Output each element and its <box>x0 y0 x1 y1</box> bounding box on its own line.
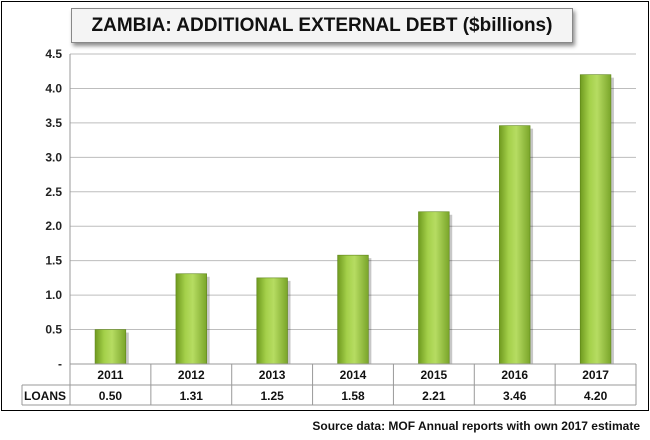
data-label: 0.50 <box>99 389 123 403</box>
data-label: 1.58 <box>341 389 365 403</box>
bar-2013 <box>256 277 288 365</box>
y-tick-label: 4.5 <box>45 47 62 61</box>
chart-title: ZAMBIA: ADDITIONAL EXTERNAL DEBT ($billi… <box>91 15 553 36</box>
y-tick-label: 1.5 <box>45 254 62 268</box>
bar-2011 <box>94 329 127 365</box>
data-label: 1.25 <box>260 389 284 403</box>
x-tick-label: 2015 <box>421 368 448 382</box>
bar-2017 <box>579 74 612 365</box>
y-tick-label: 2.0 <box>45 219 62 233</box>
data-label: 4.20 <box>584 389 608 403</box>
y-tick-label: 0.5 <box>45 323 62 337</box>
x-tick-label: 2011 <box>97 368 123 382</box>
y-tick-label: - <box>58 357 62 371</box>
data-table: 2011 2012 2013 2014 2015 2016 2017 LOANS 0.50 1.3… <box>21 363 637 406</box>
data-label: 3.46 <box>503 389 527 403</box>
data-label: 2.21 <box>422 389 446 403</box>
y-tick-label: 4.0 <box>45 81 62 95</box>
x-tick-label: 2017 <box>582 368 609 382</box>
x-tick-label: 2016 <box>501 368 528 382</box>
series-label: LOANS <box>24 389 66 403</box>
bar-2015 <box>418 211 450 365</box>
y-tick-label: 3.0 <box>45 150 62 164</box>
x-tick-label: 2012 <box>178 368 205 382</box>
y-axis-ticks: - 0.5 1.0 1.5 2.0 2.5 3.0 3.5 4.0 4.5 <box>45 47 62 371</box>
bars <box>94 74 614 365</box>
x-tick-label: 2014 <box>340 368 367 382</box>
bar-2012 <box>175 273 207 365</box>
x-tick-label: 2013 <box>259 368 286 382</box>
data-label: 1.31 <box>180 389 204 403</box>
source-note: Source data: MOF Annual reports with own… <box>312 419 640 433</box>
chart-title-box: ZAMBIA: ADDITIONAL EXTERNAL DEBT ($billi… <box>71 8 573 43</box>
y-tick-label: 1.0 <box>45 288 62 302</box>
bar-2014 <box>337 254 369 365</box>
y-tick-label: 2.5 <box>45 185 62 199</box>
bar-2016 <box>499 125 531 365</box>
y-tick-label: 3.5 <box>45 116 62 130</box>
